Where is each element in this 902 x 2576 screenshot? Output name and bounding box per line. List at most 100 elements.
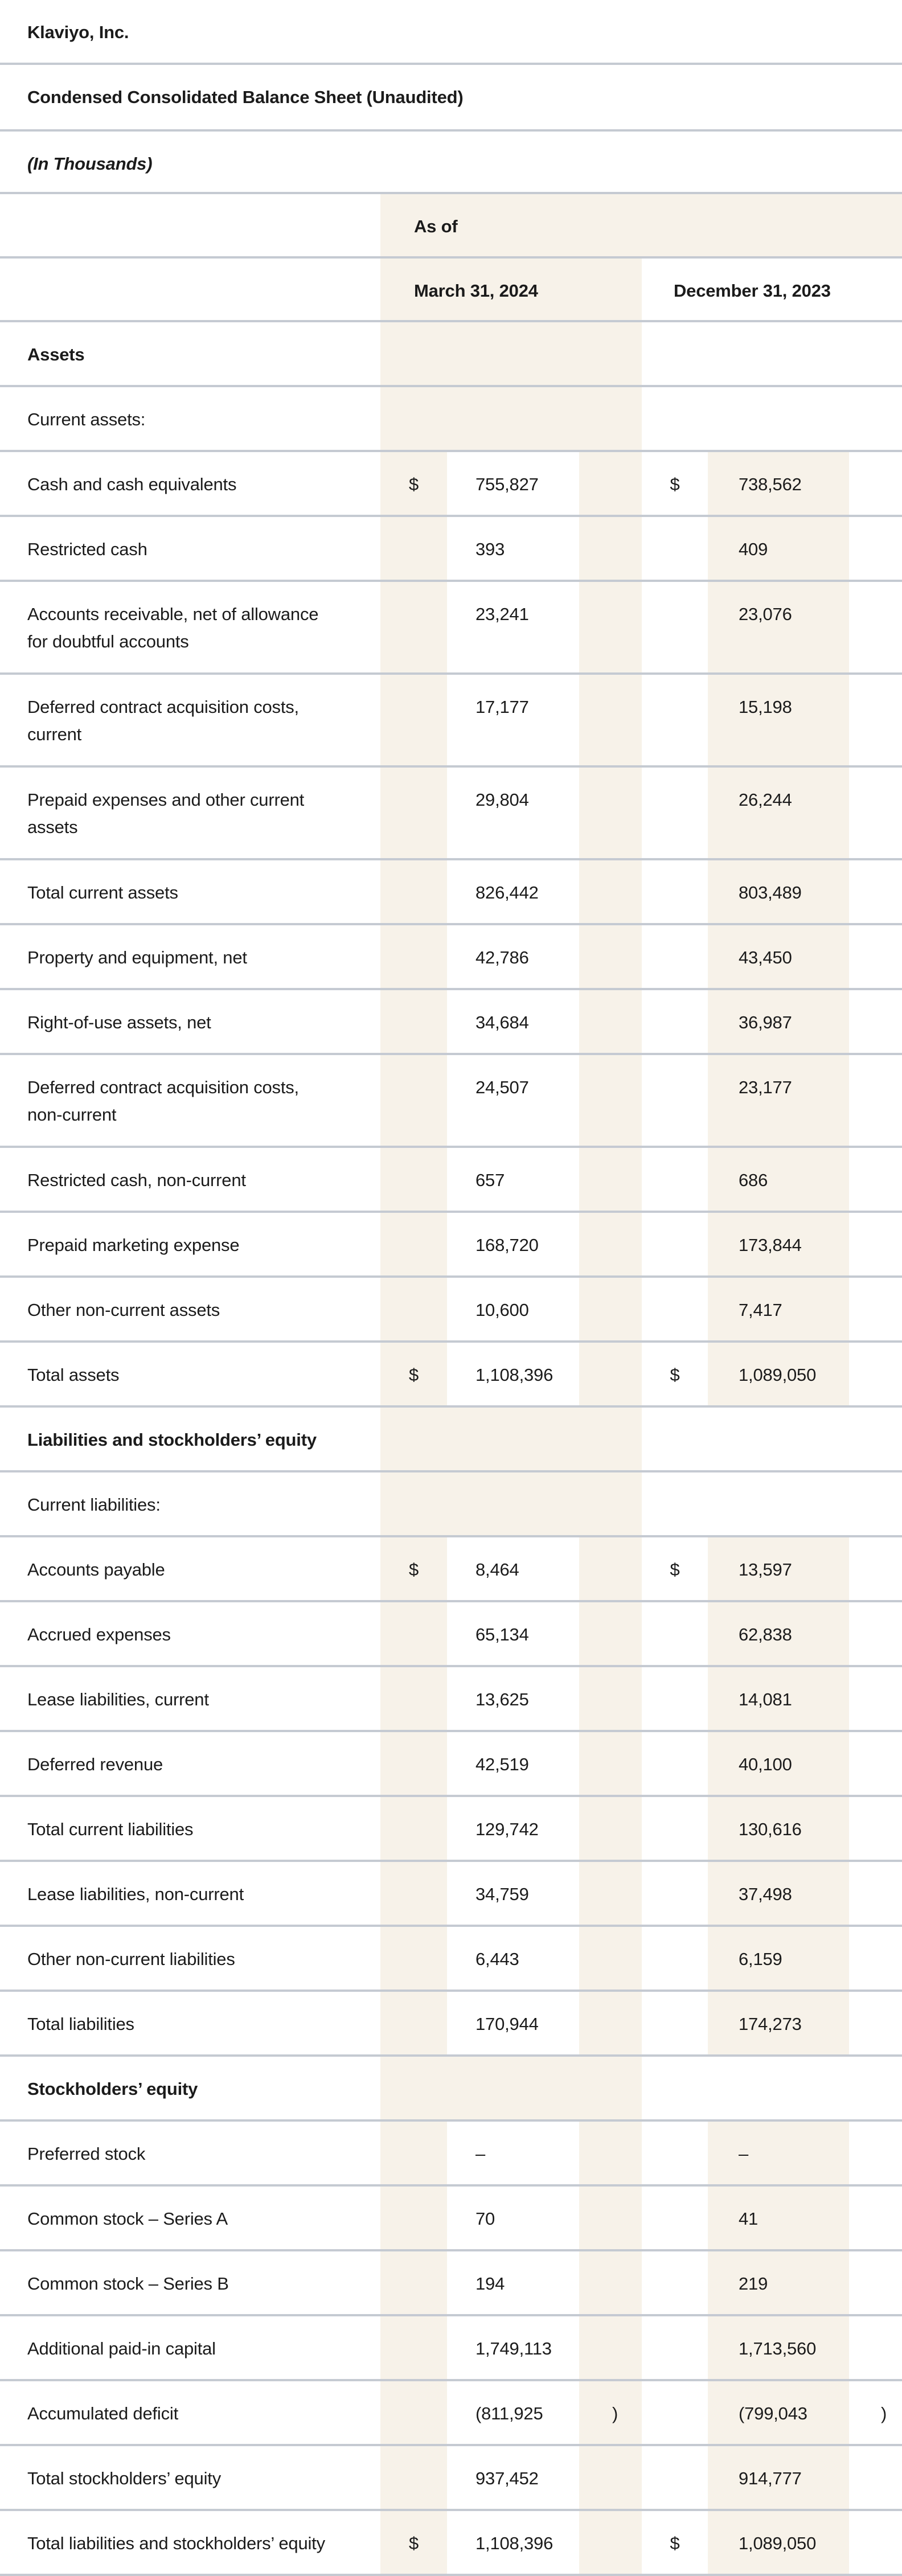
dollar-sign-march [380,2122,447,2184]
row-label: Common stock – Series B [27,2274,229,2294]
close-paren-december: ) [881,2403,887,2423]
dollar-sign-december: $ [670,1365,680,1385]
row-label: Cash and cash equivalents [27,474,237,494]
row-prepaid-marketing-expense: Prepaid marketing expense 168,720 173,84… [0,1213,902,1278]
column-header-december-31-2023: December 31, 2023 [674,281,831,301]
spacer-cell [849,675,902,765]
value-december: 409 [708,517,849,580]
row-total-assets: Total assets $ 1,108,396 $ 1,089,050 [0,1343,902,1408]
dollar-sign-december [642,2446,708,2509]
dollar-sign-march [380,1148,447,1211]
section-label: Stockholders’ equity [27,2079,198,2099]
spacer-cell [849,2446,902,2509]
dollar-sign-december [642,675,708,765]
value-march: – [475,2144,486,2164]
dollar-sign-december [642,2251,708,2314]
dollar-sign-december: $ [670,474,680,494]
dollar-sign-march [380,1992,447,2054]
section-label: Liabilities and stockholders’ equity [27,1430,317,1450]
value-december: 219 [708,2251,849,2314]
value-march: 129,742 [475,1819,539,1839]
spacer-cell [579,675,642,765]
row-property-and-equipment-net: Property and equipment, net 42,786 43,45… [0,925,902,990]
value-december: 1,089,050 [708,2511,849,2574]
row-label: Common stock – Series A [27,2209,228,2229]
row-total-current-assets: Total current assets 826,442 803,489 [0,860,902,925]
row-deferred-contract-acquisition-costs-non-current: Deferred contract acquisition costs, non… [0,1055,902,1148]
value-march: 42,519 [475,1754,529,1774]
value-march: 34,684 [475,1012,529,1032]
row-cash-and-cash-equivalents: Cash and cash equivalents $ 755,827 $ 73… [0,452,902,517]
dollar-sign-march [380,517,447,580]
spacer-cell [0,194,380,256]
value-march: 23,241 [475,604,529,624]
value-december: 36,987 [708,990,849,1053]
row-label: Accumulated deficit [27,2403,178,2423]
row-label: Lease liabilities, current [27,1689,209,1709]
row-total-liabilities-and-stockholders-equity: Total liabilities and stockholders’ equi… [0,2511,902,2576]
spacer-cell [849,860,902,923]
row-restricted-cash: Restricted cash 393 409 [0,517,902,582]
section-header-stockholders-equity: Stockholders’ equity [0,2057,902,2122]
value-december: 174,273 [708,1992,849,2054]
row-deferred-contract-acquisition-costs-current: Deferred contract acquisition costs, cur… [0,675,902,768]
spacer-cell [849,1213,902,1275]
dollar-sign-march [380,768,447,858]
dollar-sign-december [642,1667,708,1730]
row-label: Accrued expenses [27,1625,171,1644]
row-deferred-revenue: Deferred revenue 42,519 40,100 [0,1732,902,1797]
spacer-cell [579,1927,642,1990]
value-december: 6,159 [708,1927,849,1990]
value-march: 1,108,396 [475,1365,554,1385]
units-note-row: (In Thousands) [0,132,902,194]
subheader-current-liabilities: Current liabilities: [0,1472,902,1537]
row-label: Total liabilities and stockholders’ equi… [27,2533,325,2553]
date-columns-row: March 31, 2024 December 31, 2023 [0,259,902,322]
spacer-cell [579,1055,642,1146]
dollar-sign-december [642,1862,708,1925]
dollar-sign-march [380,2187,447,2249]
value-december: 1,089,050 [708,1343,849,1405]
dollar-sign-december [642,1732,708,1795]
row-total-current-liabilities: Total current liabilities 129,742 130,61… [0,1797,902,1862]
dollar-sign-december [642,990,708,1053]
spacer-cell [849,1667,902,1730]
dollar-sign-december [642,2316,708,2379]
dollar-sign-march: $ [380,1343,447,1405]
spacer-cell [579,1862,642,1925]
spacer-cell [579,2187,642,2249]
section-header-liabilities-and-stockholders-equity: Liabilities and stockholders’ equity [0,1408,902,1472]
spacer-cell [849,2122,902,2184]
column-header-march-31-2024: March 31, 2024 [380,259,642,320]
dollar-sign-december: $ [670,2533,680,2553]
value-march: 194 [475,2274,505,2294]
value-march: 657 [475,1170,505,1190]
dollar-sign-march: $ [380,1537,447,1600]
row-total-stockholders-equity: Total stockholders’ equity 937,452 914,7… [0,2446,902,2511]
value-december: 738,562 [708,452,849,515]
spacer-cell [849,1732,902,1795]
section-label: Assets [27,344,85,364]
value-december: 1,713,560 [708,2316,849,2379]
row-other-non-current-assets: Other non-current assets 10,600 7,417 [0,1278,902,1343]
units-note: (In Thousands) [27,154,153,174]
company-name: Klaviyo, Inc. [27,22,129,42]
dollar-sign-march [380,675,447,765]
value-march: 170,944 [475,2014,539,2034]
value-december: 26,244 [708,768,849,858]
value-march: 70 [475,2209,495,2229]
row-label: Accounts payable [27,1560,165,1580]
dollar-sign-march [380,1732,447,1795]
value-december: 15,198 [708,675,849,765]
value-march: 65,134 [475,1625,529,1644]
dollar-sign-march [380,2251,447,2314]
march-column-highlight [380,322,642,385]
dollar-sign-december [642,2381,708,2444]
value-december: 41 [708,2187,849,2249]
dollar-sign-march [380,1602,447,1665]
statement-title-row: Condensed Consolidated Balance Sheet (Un… [0,65,902,132]
spacer-cell [579,1213,642,1275]
value-march: 42,786 [475,947,529,967]
dollar-sign-march [380,1055,447,1146]
spacer-cell [849,1343,902,1405]
